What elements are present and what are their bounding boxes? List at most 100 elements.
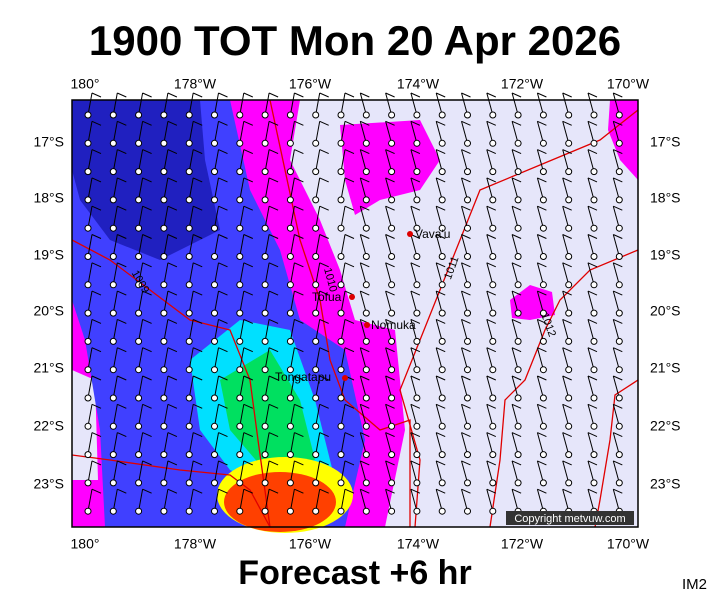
barb-flag bbox=[192, 347, 203, 353]
barb-staff bbox=[315, 375, 321, 399]
barb-station bbox=[84, 168, 92, 176]
barb-station bbox=[388, 479, 396, 487]
barb-station bbox=[565, 168, 573, 176]
barb-staff bbox=[340, 319, 346, 342]
barb-flag bbox=[167, 460, 178, 466]
barb-staff bbox=[112, 149, 118, 172]
barb-station bbox=[211, 309, 218, 317]
barb-station bbox=[135, 253, 143, 260]
barb-flag bbox=[142, 432, 152, 438]
barb-flag bbox=[410, 92, 421, 98]
barb-flag bbox=[537, 488, 547, 494]
barb-staff bbox=[163, 234, 169, 257]
barb-flag bbox=[167, 403, 178, 409]
lat-label: 22°S bbox=[33, 418, 64, 434]
barb-staff bbox=[511, 460, 519, 484]
barb-flag bbox=[243, 262, 254, 268]
barb-staff bbox=[340, 489, 346, 512]
barb-flag bbox=[243, 149, 254, 155]
barb-flag bbox=[142, 290, 152, 296]
barb-staff bbox=[385, 206, 393, 229]
barb-staff bbox=[239, 347, 245, 370]
lat-label: 19°S bbox=[33, 247, 64, 263]
barb-station bbox=[438, 196, 446, 204]
barb-staff bbox=[340, 177, 346, 200]
barb-staff bbox=[435, 460, 443, 484]
barb-flag bbox=[192, 177, 203, 183]
barb-station bbox=[615, 168, 623, 176]
barb-station bbox=[489, 196, 497, 204]
barb-flag bbox=[319, 234, 329, 239]
barb-flag bbox=[562, 488, 572, 494]
barb-flag bbox=[268, 120, 279, 126]
barb-staff bbox=[138, 262, 144, 285]
barb-staff bbox=[536, 177, 544, 201]
barb-staff bbox=[264, 206, 270, 229]
barb-station bbox=[438, 366, 446, 374]
barb-staff bbox=[264, 375, 270, 399]
barb-station bbox=[261, 479, 269, 487]
barb-station bbox=[135, 111, 143, 119]
barb-station bbox=[211, 479, 218, 487]
barb-station bbox=[185, 451, 193, 459]
barb-staff bbox=[188, 460, 194, 483]
barb-flag bbox=[360, 290, 370, 296]
barb-flag bbox=[319, 432, 329, 438]
barb-flag bbox=[385, 92, 395, 98]
barb-staff bbox=[511, 149, 519, 172]
barb-station bbox=[312, 224, 320, 232]
barb-staff bbox=[536, 347, 544, 370]
barb-station bbox=[514, 451, 522, 459]
barb-staff bbox=[112, 347, 118, 370]
barb-staff bbox=[410, 460, 418, 484]
barb-flag bbox=[218, 403, 228, 409]
isobar-line bbox=[594, 379, 639, 528]
barb-staff bbox=[612, 234, 620, 257]
barb-station bbox=[135, 366, 143, 374]
barb-station bbox=[464, 224, 471, 232]
barb-station bbox=[565, 309, 573, 317]
barb-staff bbox=[385, 262, 393, 285]
barb-flag bbox=[486, 318, 497, 324]
barb-flag bbox=[167, 262, 178, 268]
barb-station bbox=[514, 139, 522, 147]
barb-staff bbox=[511, 404, 519, 427]
barb-flag bbox=[91, 92, 102, 98]
barb-station bbox=[236, 507, 244, 515]
barb-station bbox=[590, 451, 598, 459]
barb-staff bbox=[214, 206, 219, 229]
barb-flag bbox=[268, 460, 279, 466]
barb-station bbox=[337, 253, 345, 260]
barb-station bbox=[109, 139, 117, 147]
barb-staff bbox=[536, 432, 544, 455]
barb-flag bbox=[218, 234, 228, 239]
barb-station bbox=[261, 394, 269, 402]
barb-staff bbox=[359, 92, 367, 116]
barb-staff bbox=[340, 291, 346, 314]
barb-station bbox=[312, 507, 320, 515]
barb-staff bbox=[87, 319, 93, 342]
barb-flag bbox=[435, 318, 446, 324]
barb-station bbox=[489, 224, 497, 232]
barb-station bbox=[539, 111, 547, 119]
barb-station bbox=[388, 111, 396, 119]
barb-flag bbox=[537, 375, 547, 381]
barb-station bbox=[286, 394, 294, 402]
lon-label: 180° bbox=[71, 536, 100, 552]
barb-flag bbox=[117, 488, 127, 494]
barb-staff bbox=[562, 234, 570, 257]
barb-staff bbox=[112, 291, 118, 314]
barb-flag bbox=[218, 290, 228, 296]
barb-station bbox=[590, 479, 598, 487]
barb-station bbox=[413, 422, 421, 430]
barb-staff bbox=[315, 347, 321, 370]
place-label: Nomuka bbox=[371, 318, 416, 332]
barb-staff bbox=[315, 432, 321, 455]
barb-station bbox=[337, 394, 345, 402]
barb-flag bbox=[486, 177, 497, 183]
barb-station bbox=[590, 366, 598, 374]
barb-flag bbox=[537, 432, 547, 438]
barb-station bbox=[464, 309, 471, 317]
barb-staff bbox=[138, 177, 144, 200]
barb-station bbox=[590, 139, 598, 147]
